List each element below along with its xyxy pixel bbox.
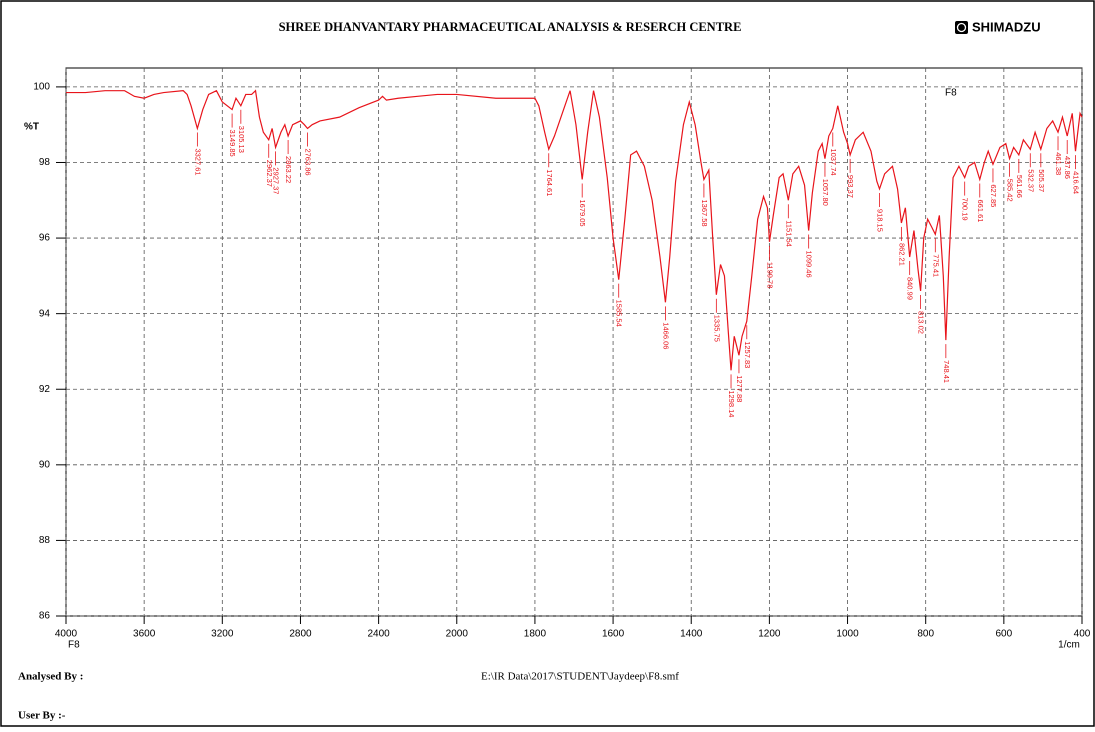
x-tick-label: 4000 <box>55 629 78 640</box>
peak-label: 3327.61 <box>193 148 202 175</box>
y-tick-label: 98 <box>39 157 51 168</box>
legend-label: F8 <box>945 88 957 99</box>
x-tick-label: 400 <box>1074 629 1091 640</box>
sample-label: F8 <box>68 640 80 651</box>
x-tick-label: 800 <box>917 629 934 640</box>
peak-label: 840.99 <box>906 277 915 300</box>
peak-label: 627.85 <box>989 184 998 207</box>
peak-label: 1585.54 <box>615 300 624 327</box>
peak-label: 862.21 <box>897 243 906 266</box>
peak-label: 3105.13 <box>237 126 246 153</box>
peak-label: 1679.05 <box>578 199 587 226</box>
chart-title: SHREE DHANVANTARY PHARMACEUTICAL ANALYSI… <box>279 20 742 34</box>
peak-label: 2927.37 <box>272 167 281 194</box>
peak-label: 813.02 <box>917 311 926 334</box>
x-tick-label: 1600 <box>602 629 625 640</box>
brand: SHIMADZU <box>972 19 1041 34</box>
peak-label: 1335.75 <box>712 315 721 342</box>
y-tick-label: 88 <box>39 535 51 546</box>
y-axis-label: %T <box>24 122 39 133</box>
peak-label: 918.15 <box>876 209 885 232</box>
peak-label: 437.86 <box>1063 156 1072 179</box>
peak-label: 1057.80 <box>821 179 830 206</box>
y-tick-label: 96 <box>39 233 51 244</box>
peak-label: 1367.58 <box>700 199 709 226</box>
peak-label: 1037.74 <box>829 148 838 175</box>
peak-label: 1151.54 <box>784 220 793 247</box>
analysed-by: Analysed By : <box>18 671 83 683</box>
file-path: E:\IR Data\2017\STUDENT\Jaydeep\F8.smf <box>481 671 679 683</box>
peak-label: 748.41 <box>942 360 951 383</box>
peak-label: 416.64 <box>1072 171 1081 194</box>
x-tick-label: 1800 <box>524 629 547 640</box>
peak-label: 1199.78 <box>765 262 774 289</box>
x-tick-label: 2400 <box>367 629 390 640</box>
peak-label: 1298.14 <box>727 390 736 417</box>
peak-label: 1257.83 <box>743 341 752 368</box>
y-tick-label: 94 <box>39 308 51 319</box>
peak-label: 1466.06 <box>661 322 670 349</box>
peak-label: 2763.86 <box>304 148 313 175</box>
spectrum-line <box>66 89 1083 371</box>
peak-label: 2962.37 <box>265 160 274 187</box>
peak-label: 993.37 <box>846 175 855 198</box>
peak-label: 561.66 <box>1015 175 1024 198</box>
peak-label: 461.38 <box>1054 152 1063 175</box>
x-tick-label: 600 <box>996 629 1013 640</box>
x-tick-label: 1400 <box>680 629 703 640</box>
peak-label: 1099.46 <box>805 251 814 278</box>
peak-label: 505.37 <box>1037 169 1046 192</box>
peak-label: 3149.85 <box>228 130 237 157</box>
peak-label: 2863.22 <box>284 156 293 183</box>
x-tick-label: 1200 <box>758 629 781 640</box>
y-tick-label: 100 <box>33 82 50 93</box>
x-tick-label: 1000 <box>836 629 859 640</box>
x-tick-label: 3600 <box>133 629 156 640</box>
x-axis-label: 1/cm <box>1058 640 1080 651</box>
peak-label: 585.42 <box>1006 179 1015 202</box>
x-tick-label: 3200 <box>211 629 234 640</box>
user-by: User By :- <box>18 710 66 722</box>
peak-label: 775.41 <box>931 254 940 277</box>
peak-label: 532.37 <box>1026 169 1035 192</box>
peak-label: 1277.88 <box>735 375 744 402</box>
x-tick-label: 2800 <box>289 629 312 640</box>
peak-label: 700.19 <box>961 198 970 221</box>
brand-logo: SHIMADZU <box>955 19 1041 34</box>
logo-icon-mark <box>956 22 967 33</box>
peak-label: 661.61 <box>976 199 985 222</box>
y-tick-label: 90 <box>39 459 51 470</box>
y-tick-label: 92 <box>39 384 51 395</box>
x-tick-label: 2000 <box>446 629 469 640</box>
y-tick-label: 86 <box>39 611 51 622</box>
peak-label: 1764.61 <box>545 169 554 196</box>
